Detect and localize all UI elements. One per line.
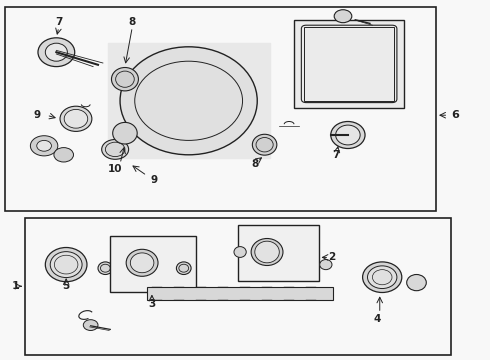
Text: 1: 1: [12, 281, 20, 291]
Text: 6: 6: [451, 110, 459, 120]
Text: 7: 7: [332, 150, 340, 160]
Circle shape: [30, 136, 58, 156]
Ellipse shape: [50, 252, 82, 278]
Bar: [24, 218, 451, 355]
Bar: [147, 287, 333, 300]
Ellipse shape: [251, 239, 283, 266]
Text: 8: 8: [129, 17, 136, 27]
Bar: [304, 27, 394, 101]
Circle shape: [37, 140, 51, 151]
Circle shape: [54, 148, 74, 162]
Text: 7: 7: [55, 17, 63, 27]
Text: 4: 4: [373, 314, 381, 324]
Text: 9: 9: [151, 175, 158, 185]
Ellipse shape: [38, 38, 74, 67]
Ellipse shape: [98, 262, 113, 275]
Circle shape: [334, 10, 352, 23]
Ellipse shape: [363, 262, 402, 292]
Text: 5: 5: [63, 281, 70, 291]
Ellipse shape: [368, 266, 397, 289]
Text: 2: 2: [328, 252, 336, 262]
Ellipse shape: [102, 140, 128, 159]
Ellipse shape: [234, 247, 246, 257]
Ellipse shape: [320, 260, 332, 270]
Ellipse shape: [336, 125, 360, 145]
Bar: [5, 7, 436, 211]
Ellipse shape: [64, 109, 88, 128]
Ellipse shape: [46, 43, 68, 61]
Ellipse shape: [112, 68, 138, 91]
Bar: [238, 225, 318, 281]
Ellipse shape: [60, 106, 92, 131]
Text: 3: 3: [148, 299, 155, 309]
Ellipse shape: [113, 122, 137, 144]
Ellipse shape: [407, 275, 426, 291]
Ellipse shape: [331, 122, 365, 149]
Bar: [294, 20, 404, 108]
Ellipse shape: [126, 249, 158, 276]
Ellipse shape: [120, 47, 257, 155]
Bar: [110, 236, 196, 292]
Ellipse shape: [255, 241, 279, 263]
Ellipse shape: [176, 262, 191, 275]
Text: 10: 10: [108, 164, 122, 174]
Ellipse shape: [252, 134, 277, 155]
Circle shape: [83, 320, 98, 330]
Ellipse shape: [130, 253, 154, 273]
Text: 8: 8: [251, 159, 258, 169]
Text: 9: 9: [33, 110, 40, 120]
Ellipse shape: [45, 248, 87, 282]
